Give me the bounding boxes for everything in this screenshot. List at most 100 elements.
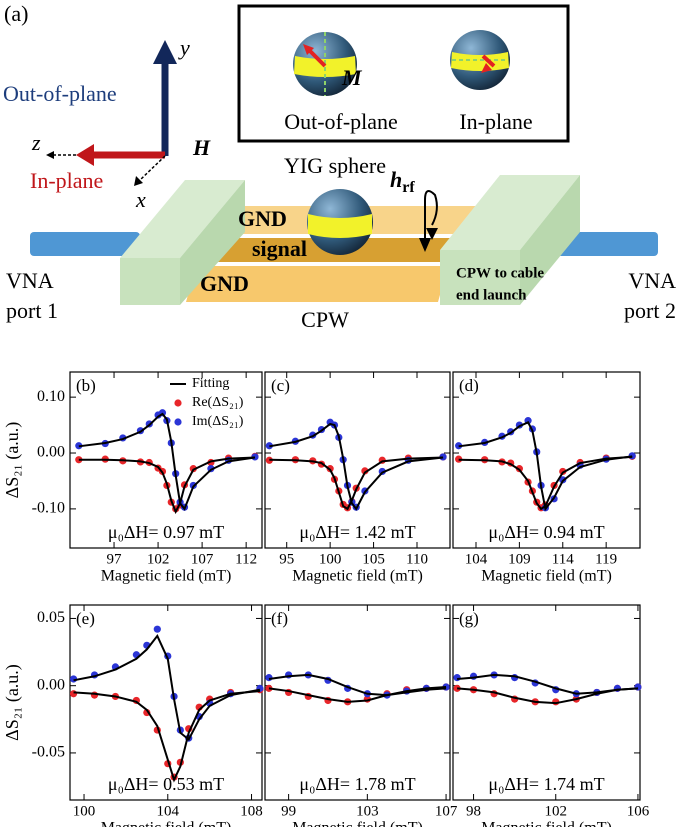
y-tick-label: 0.10 <box>37 388 65 405</box>
x-tick-label: 107 <box>435 803 458 819</box>
plot-frame <box>264 371 451 549</box>
gnd-label: GND <box>200 271 249 296</box>
x-tick-label: 104 <box>465 551 488 567</box>
inset-label: Out-of-plane <box>284 109 398 134</box>
panel-label: (e) <box>76 609 95 628</box>
band <box>451 52 509 71</box>
legend-label: Fitting <box>192 376 229 391</box>
in-plane-label: In-plane <box>30 168 103 193</box>
data-point <box>361 467 369 475</box>
panel-label: (g) <box>459 609 479 628</box>
arrow-head <box>303 44 314 55</box>
panel-label: (f) <box>271 609 288 628</box>
plot-frame <box>452 604 641 801</box>
cable <box>30 232 140 256</box>
fit-line <box>458 455 633 511</box>
fit-line <box>73 634 261 742</box>
x-tick-label: 100 <box>319 551 342 567</box>
launch-label: end launch <box>456 287 527 303</box>
out-of-plane-label: Out-of-plane <box>3 81 117 106</box>
band <box>308 214 372 238</box>
fit-line <box>269 456 444 511</box>
sphere-label: YIG sphere <box>284 153 386 178</box>
legend-label: Im(ΔS₂₁) <box>192 414 244 429</box>
data-point <box>69 690 78 698</box>
data-point <box>75 456 83 464</box>
legend-label: Re(ΔS₂₁) <box>192 395 244 410</box>
arrow-head <box>153 40 177 64</box>
x-axis-label: Magnetic field (mT) <box>292 568 423 585</box>
cpw-label: CPW <box>301 307 349 332</box>
y-tick-label: -0.10 <box>32 500 65 517</box>
x-tick-label: 103 <box>356 803 379 819</box>
y-tick-label: 0.00 <box>37 444 65 461</box>
port-label: VNA <box>628 268 676 293</box>
hrf-base: h <box>390 167 402 192</box>
y-tick-label: 0.00 <box>37 676 65 693</box>
data-point <box>439 453 447 461</box>
hrf-sub: rf <box>402 179 415 196</box>
x-axis-label: Magnetic field (mT) <box>481 820 612 827</box>
arrow-head <box>481 63 492 73</box>
x-tick-label: 109 <box>508 551 531 567</box>
launch-label: CPW to cable <box>456 265 544 281</box>
x-tick-label: 104 <box>157 803 180 819</box>
data-point <box>455 455 463 463</box>
x-tick-label: 95 <box>279 551 294 567</box>
panel-label: (d) <box>459 376 479 395</box>
x-tick-label: 107 <box>191 551 214 567</box>
axis-label: y <box>178 35 190 60</box>
x-tick-label: 97 <box>107 551 123 567</box>
x-tick-label: 106 <box>627 803 650 819</box>
y-axis-label: ΔS₂₁ (a.u.) <box>2 422 23 499</box>
inset-label: In-plane <box>459 109 532 134</box>
x-axis-label: Magnetic field (mT) <box>101 820 232 827</box>
fit-line <box>78 456 255 515</box>
field-label: H <box>192 135 211 160</box>
data-point <box>153 625 161 633</box>
plot-frame <box>452 371 641 549</box>
y-tick-label: -0.05 <box>32 744 65 761</box>
signal-label: signal <box>252 236 307 261</box>
x-tick-label: 108 <box>240 803 263 819</box>
legend-swatch <box>174 399 182 407</box>
panel-label: (a) <box>4 1 28 26</box>
m-arrow <box>307 48 327 68</box>
x-tick-label: 114 <box>552 551 574 567</box>
fit-line <box>457 673 639 695</box>
annotation: μ₀ΔH= 1.78 mT <box>299 774 415 794</box>
x-tick-label: 102 <box>544 803 567 819</box>
rf-arrow <box>424 190 438 245</box>
data-point <box>90 691 99 699</box>
x-tick-label: 98 <box>466 803 481 819</box>
hrf-label: hrf <box>390 167 415 196</box>
launch-block <box>440 175 580 250</box>
m-label: M <box>341 65 363 90</box>
arrow-head <box>76 144 94 166</box>
launch-block <box>440 250 520 305</box>
data-point <box>189 465 197 473</box>
annotation: μ₀ΔH= 0.53 mT <box>108 774 224 794</box>
plot-frame <box>264 604 451 801</box>
data-point <box>634 683 642 691</box>
launch-block <box>180 180 245 305</box>
m-arrow <box>481 54 496 68</box>
data-point <box>453 684 461 692</box>
x-axis-label: Magnetic field (mT) <box>481 568 612 585</box>
panel-label: (c) <box>271 376 290 395</box>
annotation: μ₀ΔH= 1.42 mT <box>299 522 415 542</box>
axis-label: x <box>135 187 146 212</box>
band <box>294 56 356 77</box>
arrow-head <box>419 238 431 252</box>
fit-line <box>458 420 633 512</box>
inset-box <box>237 4 570 143</box>
arrow-head <box>426 228 438 240</box>
launch-block <box>120 180 245 258</box>
diagram: (a) y z x H Out-of-plane In-plane M Out-… <box>3 1 676 332</box>
axis-label: z <box>31 130 41 155</box>
gnd-label: GND <box>238 206 287 231</box>
launch-block <box>120 258 180 305</box>
data-point <box>453 674 461 682</box>
fit-line <box>269 422 444 511</box>
